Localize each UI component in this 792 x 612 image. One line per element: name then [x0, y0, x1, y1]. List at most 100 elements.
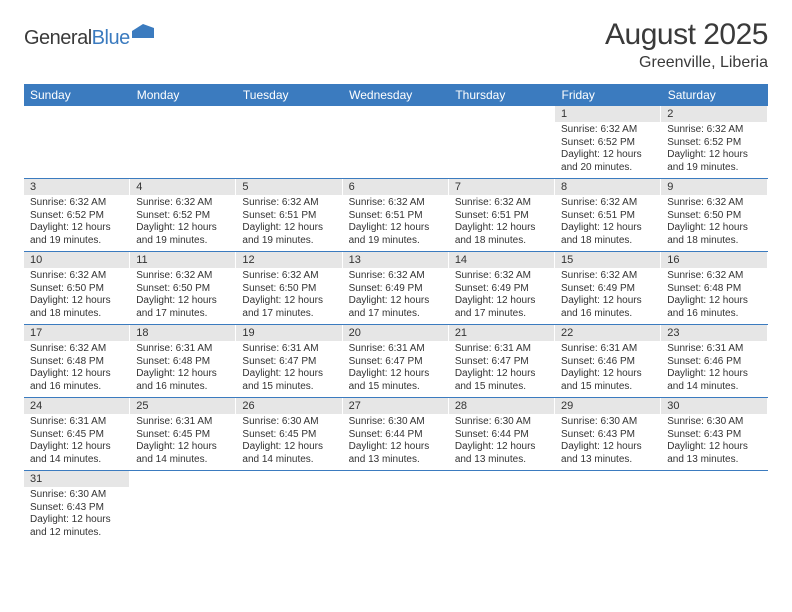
day-text: Sunrise: 6:32 AM Sunset: 6:50 PM Dayligh… [661, 195, 767, 251]
title-month: August 2025 [605, 18, 768, 52]
day-text: Sunrise: 6:31 AM Sunset: 6:46 PM Dayligh… [661, 341, 767, 397]
day-number: 7 [449, 179, 555, 195]
calendar-cell [449, 106, 555, 179]
day-text: Sunrise: 6:31 AM Sunset: 6:48 PM Dayligh… [130, 341, 236, 397]
calendar-row: 31Sunrise: 6:30 AM Sunset: 6:43 PM Dayli… [24, 471, 768, 544]
day-number: 19 [236, 325, 342, 341]
calendar-cell: 7Sunrise: 6:32 AM Sunset: 6:51 PM Daylig… [449, 179, 555, 252]
day-number: 15 [555, 252, 661, 268]
calendar-cell: 31Sunrise: 6:30 AM Sunset: 6:43 PM Dayli… [24, 471, 130, 544]
weekday-header: Friday [555, 84, 661, 106]
day-text [130, 487, 236, 493]
calendar-cell: 3Sunrise: 6:32 AM Sunset: 6:52 PM Daylig… [24, 179, 130, 252]
day-text: Sunrise: 6:32 AM Sunset: 6:52 PM Dayligh… [24, 195, 130, 251]
calendar-cell: 4Sunrise: 6:32 AM Sunset: 6:52 PM Daylig… [130, 179, 236, 252]
weekday-header: Tuesday [236, 84, 342, 106]
day-number: 4 [130, 179, 236, 195]
flag-icon [132, 24, 154, 43]
day-text [130, 122, 236, 128]
day-number: 18 [130, 325, 236, 341]
day-number: 27 [343, 398, 449, 414]
calendar-cell: 26Sunrise: 6:30 AM Sunset: 6:45 PM Dayli… [236, 398, 342, 471]
day-text: Sunrise: 6:32 AM Sunset: 6:49 PM Dayligh… [555, 268, 661, 324]
calendar-cell [343, 471, 449, 544]
day-number: 30 [661, 398, 767, 414]
day-text: Sunrise: 6:32 AM Sunset: 6:50 PM Dayligh… [24, 268, 130, 324]
calendar-cell [343, 106, 449, 179]
day-number [661, 471, 767, 487]
day-number: 28 [449, 398, 555, 414]
calendar-cell: 27Sunrise: 6:30 AM Sunset: 6:44 PM Dayli… [343, 398, 449, 471]
calendar-cell: 29Sunrise: 6:30 AM Sunset: 6:43 PM Dayli… [555, 398, 661, 471]
day-number [24, 106, 130, 122]
day-text [24, 122, 130, 128]
day-number [343, 471, 449, 487]
day-number [343, 106, 449, 122]
day-number: 11 [130, 252, 236, 268]
calendar-cell: 22Sunrise: 6:31 AM Sunset: 6:46 PM Dayli… [555, 325, 661, 398]
day-text: Sunrise: 6:32 AM Sunset: 6:49 PM Dayligh… [343, 268, 449, 324]
day-text [343, 487, 449, 493]
day-text: Sunrise: 6:30 AM Sunset: 6:43 PM Dayligh… [661, 414, 767, 470]
calendar-cell: 20Sunrise: 6:31 AM Sunset: 6:47 PM Dayli… [343, 325, 449, 398]
day-number: 12 [236, 252, 342, 268]
day-number: 17 [24, 325, 130, 341]
day-number [449, 471, 555, 487]
day-number: 26 [236, 398, 342, 414]
calendar-cell: 5Sunrise: 6:32 AM Sunset: 6:51 PM Daylig… [236, 179, 342, 252]
calendar-cell: 18Sunrise: 6:31 AM Sunset: 6:48 PM Dayli… [130, 325, 236, 398]
calendar-cell [130, 471, 236, 544]
day-text: Sunrise: 6:32 AM Sunset: 6:51 PM Dayligh… [555, 195, 661, 251]
calendar-cell: 1Sunrise: 6:32 AM Sunset: 6:52 PM Daylig… [555, 106, 661, 179]
day-number: 24 [24, 398, 130, 414]
calendar-cell: 25Sunrise: 6:31 AM Sunset: 6:45 PM Dayli… [130, 398, 236, 471]
day-text [661, 487, 767, 493]
calendar-row: 10Sunrise: 6:32 AM Sunset: 6:50 PM Dayli… [24, 252, 768, 325]
calendar-cell: 11Sunrise: 6:32 AM Sunset: 6:50 PM Dayli… [130, 252, 236, 325]
weekday-header: Saturday [661, 84, 767, 106]
day-text: Sunrise: 6:32 AM Sunset: 6:51 PM Dayligh… [343, 195, 449, 251]
calendar-cell [661, 471, 767, 544]
weekday-header: Wednesday [343, 84, 449, 106]
day-text: Sunrise: 6:32 AM Sunset: 6:51 PM Dayligh… [236, 195, 342, 251]
calendar-cell: 30Sunrise: 6:30 AM Sunset: 6:43 PM Dayli… [661, 398, 767, 471]
calendar-cell [130, 106, 236, 179]
title-block: August 2025 Greenville, Liberia [605, 18, 768, 72]
calendar-cell: 19Sunrise: 6:31 AM Sunset: 6:47 PM Dayli… [236, 325, 342, 398]
day-number [555, 471, 661, 487]
day-number [130, 471, 236, 487]
day-number: 14 [449, 252, 555, 268]
day-number: 10 [24, 252, 130, 268]
day-text: Sunrise: 6:30 AM Sunset: 6:45 PM Dayligh… [236, 414, 342, 470]
day-text [236, 122, 342, 128]
day-text: Sunrise: 6:31 AM Sunset: 6:47 PM Dayligh… [236, 341, 342, 397]
day-text: Sunrise: 6:32 AM Sunset: 6:52 PM Dayligh… [130, 195, 236, 251]
day-text: Sunrise: 6:32 AM Sunset: 6:50 PM Dayligh… [236, 268, 342, 324]
weekday-header: Thursday [449, 84, 555, 106]
day-text: Sunrise: 6:31 AM Sunset: 6:45 PM Dayligh… [24, 414, 130, 470]
day-number [130, 106, 236, 122]
day-number: 6 [343, 179, 449, 195]
calendar-row: 17Sunrise: 6:32 AM Sunset: 6:48 PM Dayli… [24, 325, 768, 398]
calendar-cell: 21Sunrise: 6:31 AM Sunset: 6:47 PM Dayli… [449, 325, 555, 398]
day-number [449, 106, 555, 122]
day-text: Sunrise: 6:31 AM Sunset: 6:47 PM Dayligh… [343, 341, 449, 397]
calendar-cell [236, 106, 342, 179]
day-text [236, 487, 342, 493]
day-text [449, 487, 555, 493]
weekday-header-row: Sunday Monday Tuesday Wednesday Thursday… [24, 84, 768, 106]
day-text: Sunrise: 6:32 AM Sunset: 6:51 PM Dayligh… [449, 195, 555, 251]
day-number: 1 [555, 106, 661, 122]
day-number: 5 [236, 179, 342, 195]
calendar-cell: 24Sunrise: 6:31 AM Sunset: 6:45 PM Dayli… [24, 398, 130, 471]
calendar-row: 24Sunrise: 6:31 AM Sunset: 6:45 PM Dayli… [24, 398, 768, 471]
day-number: 2 [661, 106, 767, 122]
calendar-body: 1Sunrise: 6:32 AM Sunset: 6:52 PM Daylig… [24, 106, 768, 543]
calendar-cell: 10Sunrise: 6:32 AM Sunset: 6:50 PM Dayli… [24, 252, 130, 325]
calendar-cell [449, 471, 555, 544]
day-text: Sunrise: 6:32 AM Sunset: 6:52 PM Dayligh… [555, 122, 661, 178]
logo-text-blue: Blue [92, 27, 130, 50]
day-number: 29 [555, 398, 661, 414]
day-text: Sunrise: 6:32 AM Sunset: 6:48 PM Dayligh… [24, 341, 130, 397]
calendar-cell: 13Sunrise: 6:32 AM Sunset: 6:49 PM Dayli… [343, 252, 449, 325]
